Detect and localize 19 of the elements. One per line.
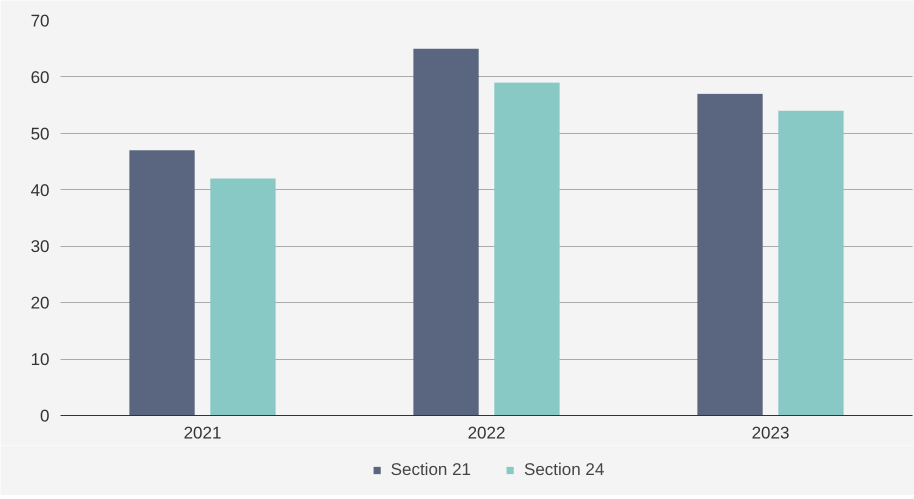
- y-tick-label: 30: [30, 237, 50, 256]
- x-tick-label: 2023: [752, 424, 790, 442]
- y-tick-label: 40: [30, 180, 50, 200]
- bar: [778, 110, 844, 416]
- y-tick-label: 10: [30, 350, 50, 370]
- bar: [129, 150, 195, 416]
- legend-label: Section 24: [524, 460, 604, 480]
- y-tick-label: 20: [30, 294, 50, 313]
- bar: [210, 178, 276, 416]
- bar: [494, 82, 560, 416]
- y-tick-label: 70: [30, 12, 50, 30]
- x-tick-label: 2021: [184, 424, 222, 442]
- bar: [413, 48, 479, 416]
- bar: [697, 94, 763, 416]
- y-tick-label: 60: [30, 68, 50, 87]
- y-tick-label: 50: [30, 124, 50, 144]
- y-tick-label: 0: [40, 406, 50, 426]
- x-tick-label: 2022: [468, 424, 506, 442]
- legend-label: Section 21: [390, 460, 471, 480]
